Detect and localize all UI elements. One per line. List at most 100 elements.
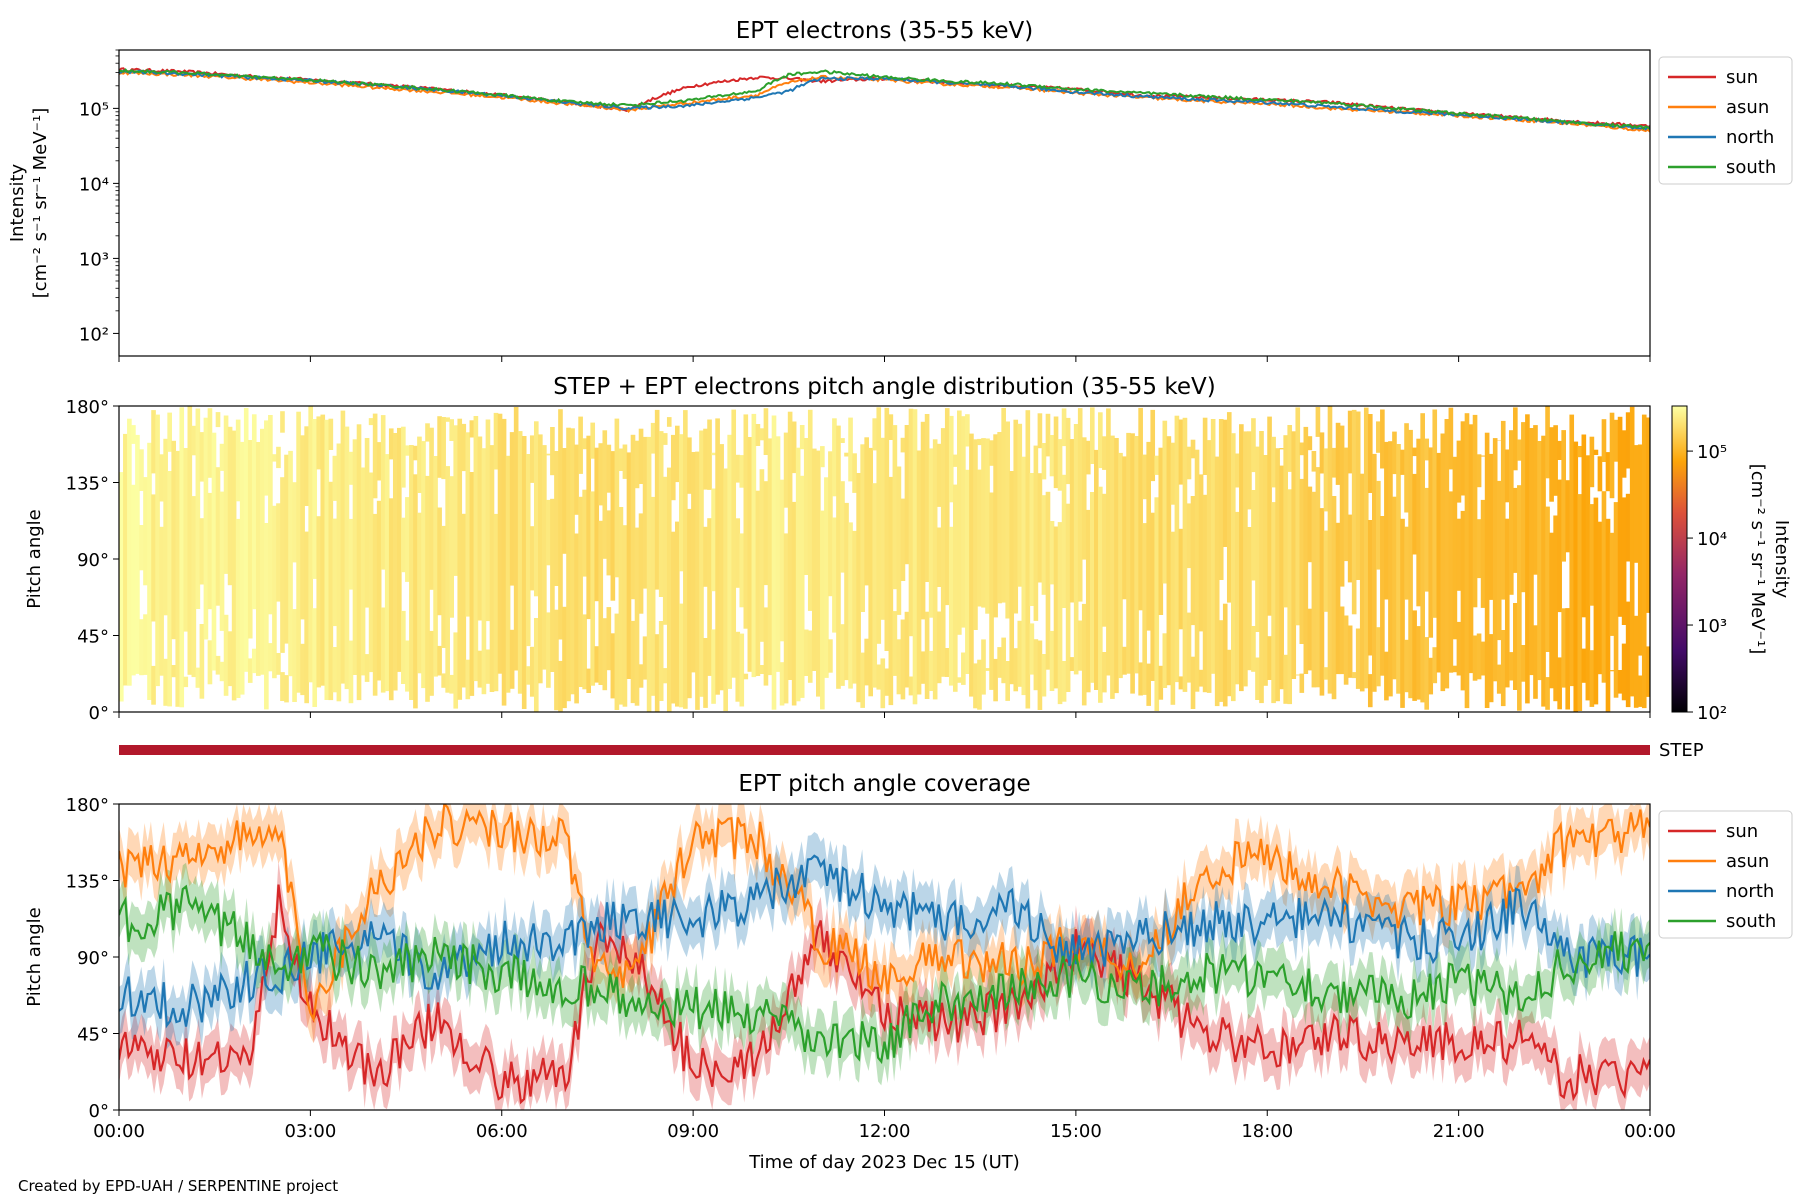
- heatmap-cell: [324, 419, 330, 700]
- heatmap-cell: [1577, 494, 1583, 711]
- heatmap-cell: [1617, 416, 1623, 617]
- credit-text: Created by EPD-UAH / SERPENTINE project: [18, 1177, 338, 1195]
- heatmap-cell: [759, 469, 765, 642]
- heatmap-cell: [864, 638, 869, 686]
- heatmap-cell: [703, 428, 708, 490]
- heatmap-cell: [912, 409, 918, 705]
- heatmap-cell: [707, 518, 712, 676]
- heatmap-cell: [1355, 411, 1361, 580]
- heatmap-cell: [779, 662, 785, 706]
- panel1-y-label-line2: [cm⁻² s⁻¹ sr⁻¹ MeV⁻¹]: [30, 108, 51, 299]
- heatmap-cell: [920, 421, 926, 620]
- heatmap-cell: [703, 526, 708, 587]
- heatmap-cell: [380, 607, 386, 693]
- heatmap-cell: [187, 406, 193, 675]
- heatmap-cell: [868, 447, 874, 697]
- heatmap-cell: [977, 659, 982, 710]
- heatmap-cell: [332, 455, 338, 501]
- heatmap-cell: [1194, 449, 1200, 692]
- heatmap-cell: [1287, 489, 1293, 705]
- x-tick-label: 03:00: [284, 1121, 336, 1142]
- heatmap-cell: [368, 472, 374, 673]
- heatmap-cell: [1017, 423, 1023, 587]
- heatmap-cell: [1448, 407, 1454, 470]
- heatmap-cell: [368, 418, 374, 426]
- heatmap-cell: [852, 530, 857, 684]
- heatmap-cell: [1416, 626, 1421, 700]
- heatmap-cell: [594, 646, 600, 683]
- y-tick-label: 0°: [89, 1101, 109, 1122]
- heatmap-cell: [219, 491, 225, 631]
- heatmap-cell: [1061, 474, 1067, 608]
- heatmap-cell: [509, 432, 515, 586]
- heatmap-cell: [751, 413, 757, 678]
- heatmap-cell: [840, 438, 845, 443]
- heatmap-cell: [376, 500, 382, 681]
- heatmap-cell: [1098, 486, 1103, 703]
- heatmap-cell: [828, 639, 833, 673]
- heatmap-cell: [1162, 420, 1168, 584]
- y-tick-label: 45°: [77, 627, 109, 648]
- heatmap-cell: [908, 676, 914, 696]
- heatmap-cell: [1154, 455, 1160, 475]
- heatmap-cell: [654, 634, 660, 712]
- heatmap-cell: [739, 533, 745, 608]
- heatmap-cell: [163, 438, 168, 616]
- uncertainty-band-north: [119, 832, 1650, 1051]
- heatmap-cell: [803, 629, 809, 676]
- legend-box: [1658, 56, 1793, 185]
- step-coverage-bar: [119, 745, 1650, 755]
- heatmap-cell: [1428, 447, 1434, 638]
- heatmap-cell: [1388, 441, 1393, 697]
- heatmap-cell: [1472, 635, 1478, 681]
- heatmap-cell: [292, 609, 297, 702]
- heatmap-cell: [1633, 445, 1639, 563]
- heatmap-cell: [501, 418, 507, 706]
- heatmap-cell: [421, 441, 426, 689]
- heatmap-cell: [1198, 474, 1204, 632]
- heatmap-cell: [167, 412, 172, 452]
- heatmap-cell: [304, 426, 309, 506]
- legend-label-asun: asun: [1726, 97, 1769, 118]
- heatmap-cell: [1323, 667, 1329, 680]
- x-tick-label: 21:00: [1433, 1121, 1485, 1142]
- heatmap-cell: [670, 434, 676, 501]
- heatmap-cell: [832, 517, 837, 633]
- heatmap-cell: [481, 448, 487, 695]
- heatmap-cell: [139, 449, 144, 491]
- heatmap-cell: [570, 428, 575, 695]
- heatmap-cell: [292, 482, 297, 563]
- heatmap-cell: [1005, 661, 1010, 701]
- heatmap-cell: [1432, 647, 1438, 684]
- heatmap-cell: [1089, 407, 1095, 464]
- heatmap-cell: [268, 643, 273, 672]
- heatmap-cell: [388, 498, 394, 701]
- heatmap-cell: [1533, 425, 1538, 575]
- heatmap-cell: [1235, 453, 1240, 488]
- heatmap-cell: [1263, 455, 1268, 686]
- heatmap-cell: [1057, 439, 1063, 491]
- heatmap-cell: [1166, 436, 1172, 686]
- heatmap-cell: [1198, 669, 1204, 687]
- panel3-x-ticks: 00:00 03:00 06:00 09:00 12:00 15:00 18:00 21:00…: [93, 1110, 1676, 1142]
- heatmap-cell: [1480, 641, 1486, 676]
- heatmap-cell: [1243, 431, 1248, 687]
- heatmap-cell: [1283, 435, 1288, 608]
- heatmap-cell: [1331, 447, 1337, 478]
- heatmap-cell: [1380, 516, 1385, 676]
- heatmap-cell: [1102, 652, 1107, 693]
- heatmap-cell: [1424, 487, 1430, 592]
- heatmap-cell: [1605, 452, 1611, 492]
- heatmap-cell: [1460, 510, 1466, 691]
- heatmap-cell: [1436, 452, 1442, 673]
- heatmap-cell: [622, 525, 628, 707]
- heatmap-cell: [477, 650, 483, 688]
- heatmap-cell: [1500, 630, 1506, 707]
- heatmap-cell: [1085, 440, 1091, 475]
- y-tick-label: 135°: [66, 474, 109, 495]
- x-tick-label: 00:00: [1624, 1121, 1676, 1142]
- heatmap-cell: [989, 440, 994, 466]
- heatmap-cell: [429, 427, 434, 590]
- heatmap-cell: [525, 454, 531, 647]
- heatmap-cell: [896, 466, 902, 615]
